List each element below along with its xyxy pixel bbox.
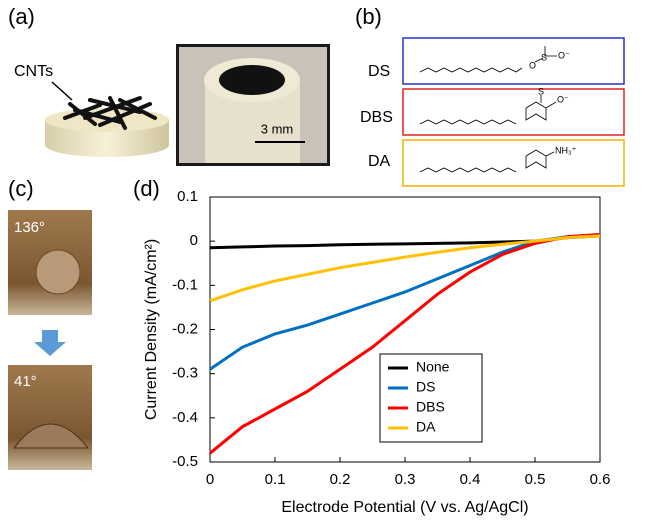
y-tick-label: 0.1 [177,188,198,205]
panel-label: (a) [8,4,35,29]
y-tick-label: -0.5 [172,453,198,470]
legend-label: DBS [416,399,445,415]
molecule-box [403,38,624,84]
legend-label: DA [416,419,436,435]
photo-cnt [219,65,285,95]
atom: S [538,86,544,96]
x-tick-label: 0.2 [330,471,351,488]
panel-label: (c) [8,176,34,201]
atom: O⁻ [558,50,570,60]
panel-label: (d) [133,176,160,201]
atom: S [541,52,547,62]
y-tick-label: -0.4 [172,409,198,426]
y-tick-label: -0.3 [172,365,198,382]
arrow-down [34,330,66,356]
page: {"panels": { "a": {"label": "(a)", "cnt_… [0,0,647,519]
arrow [52,82,72,100]
x-tick-label: 0.3 [395,471,416,488]
chains [420,46,557,172]
x-tick-label: 0.1 [265,471,286,488]
atom: NH₃⁺ [555,145,577,155]
series-line [210,235,600,370]
legend-label: None [416,359,450,375]
atom: O⁻ [557,94,569,104]
x-tick-label: 0.5 [525,471,546,488]
chart: 0 0.1 0.2 0.3 0.4 0.5 0.6 -0.5 -0.4 -0.3 -0.2 -0.1 0… [143,188,610,516]
cnt-label: CNTs [14,63,53,80]
droplet [36,250,80,294]
y-tick-label: 0 [190,232,198,249]
molecule-name: DS [368,63,390,80]
angle-label: 41° [14,373,37,390]
y-axis-label: Current Density (mA/cm²) [143,239,160,420]
legend-label: DS [416,379,435,395]
molecule-box [403,140,624,186]
figure: (a) CNTs 3 mm (b) DS DBS DA O S O⁻ S O⁻ … [0,0,647,519]
x-tick-label: 0.4 [460,471,481,488]
molecule-name: DBS [360,109,393,126]
x-axis-label: Electrode Potential (V vs. Ag/AgCl) [281,499,528,516]
panel-label: (b) [355,4,382,29]
y-tick-label: -0.2 [172,320,198,337]
x-tick-label: 0 [206,471,214,488]
atom: O [529,60,536,70]
y-tick-label: -0.1 [172,276,198,293]
molecule-box [403,89,624,135]
angle-label: 136° [14,219,45,236]
x-tick-label: 0.6 [590,471,611,488]
scale-bar-label: 3 mm [261,121,294,136]
molecule-name: DA [368,153,391,170]
